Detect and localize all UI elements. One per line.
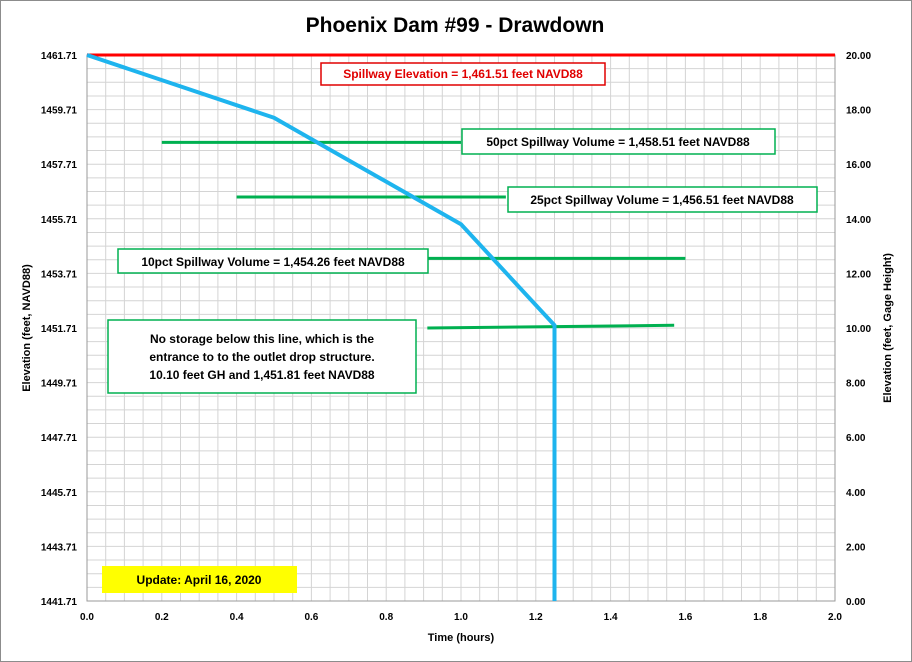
x-tick-label: 0.6 <box>304 612 318 623</box>
spillway-annotation: Spillway Elevation = 1,461.51 feet NAVD8… <box>320 62 606 86</box>
storage-annotation-line1: No storage below this line, which is the <box>150 332 374 346</box>
x-tick-labels: 0.0 0.2 0.4 0.6 0.8 1.0 1.2 1.4 1.6 1.8 2.0 <box>80 612 842 623</box>
y-left-tick-label: 1461.71 <box>41 51 78 62</box>
pct25-annotation-text: 25pct Spillway Volume = 1,456.51 feet NA… <box>530 193 794 207</box>
y-left-tick-label: 1449.71 <box>41 379 78 390</box>
storage-annotation-line3: 10.10 feet GH and 1,451.81 feet NAVD88 <box>149 368 375 382</box>
x-tick-label: 1.0 <box>454 612 468 623</box>
y-right-tick-label: 4.00 <box>846 488 866 499</box>
x-tick-label: 2.0 <box>828 612 842 623</box>
y-right-tick-label: 10.00 <box>846 324 871 335</box>
y-right-tick-label: 20.00 <box>846 51 871 62</box>
pct50-annotation: 50pct Spillway Volume = 1,458.51 feet NA… <box>461 128 776 155</box>
y-right-tick-label: 16.00 <box>846 160 871 171</box>
y-left-tick-labels: 1461.71 1459.71 1457.71 1455.71 1453.71 1451.… <box>41 51 78 608</box>
y-right-tick-label: 0.00 <box>846 597 866 608</box>
y-right-tick-labels: 20.00 18.00 16.00 14.00 12.00 10.00 8.00 6.00 4.… <box>846 51 871 608</box>
storage-annotation: No storage below this line, which is the… <box>107 319 417 394</box>
reference-lines <box>87 53 835 330</box>
y-right-tick-label: 8.00 <box>846 379 866 390</box>
pct10-annotation: 10pct Spillway Volume = 1,454.26 feet NA… <box>117 248 429 274</box>
x-tick-label: 1.4 <box>604 612 618 623</box>
y-left-tick-label: 1455.71 <box>41 215 78 226</box>
spillway-annotation-box <box>320 62 606 86</box>
y-left-tick-label: 1447.71 <box>41 433 78 444</box>
pct50-annotation-box <box>461 128 776 155</box>
y-right-tick-label: 6.00 <box>846 433 866 444</box>
pct25-annotation-box <box>507 186 818 213</box>
pct25-annotation: 25pct Spillway Volume = 1,456.51 feet NA… <box>507 186 818 213</box>
x-tick-label: 0.0 <box>80 612 94 623</box>
x-tick-label: 1.8 <box>753 612 767 623</box>
y-left-axis-label: Elevation (feet, NAVD88) <box>21 264 33 392</box>
pct10-annotation-text: 10pct Spillway Volume = 1,454.26 feet NA… <box>141 255 405 269</box>
update-annotation-text: Update: April 16, 2020 <box>137 573 262 587</box>
y-right-tick-label: 14.00 <box>846 215 871 226</box>
x-tick-label: 0.8 <box>379 612 393 623</box>
y-left-tick-label: 1445.71 <box>41 488 78 499</box>
storage-annotation-line2: entrance to to the outlet drop structure… <box>149 350 374 364</box>
x-tick-label: 1.2 <box>529 612 543 623</box>
x-tick-label: 0.2 <box>155 612 169 623</box>
series-line-0 <box>86 53 557 601</box>
y-left-tick-label: 1459.71 <box>41 106 78 117</box>
y-left-tick-label: 1441.71 <box>41 597 78 608</box>
update-annotation-box <box>102 566 297 593</box>
y-right-axis-label: Elevation (feet, Gage Height) <box>882 253 894 403</box>
y-right-tick-label: 2.00 <box>846 542 866 553</box>
y-left-tick-label: 1453.71 <box>41 269 78 280</box>
pct10-annotation-box <box>117 248 429 274</box>
pct50-annotation-text: 50pct Spillway Volume = 1,458.51 feet NA… <box>486 135 750 149</box>
spillway-annotation-text: Spillway Elevation = 1,461.51 feet NAVD8… <box>343 67 583 81</box>
update-annotation: Update: April 16, 2020 <box>102 566 297 593</box>
y-right-tick-label: 12.00 <box>846 269 871 280</box>
x-tick-label: 1.6 <box>678 612 692 623</box>
x-axis-label: Time (hours) <box>428 632 495 644</box>
storage-annotation-box <box>107 319 417 394</box>
y-left-tick-label: 1443.71 <box>41 542 78 553</box>
y-left-tick-label: 1451.71 <box>41 324 78 335</box>
y-left-tick-label: 1457.71 <box>41 160 78 171</box>
reference-line-4 <box>427 323 675 330</box>
y-right-tick-label: 18.00 <box>846 106 871 117</box>
series-lines <box>86 53 557 601</box>
x-tick-label: 0.4 <box>230 612 244 623</box>
chart-title: Phoenix Dam #99 - Drawdown <box>306 14 605 37</box>
